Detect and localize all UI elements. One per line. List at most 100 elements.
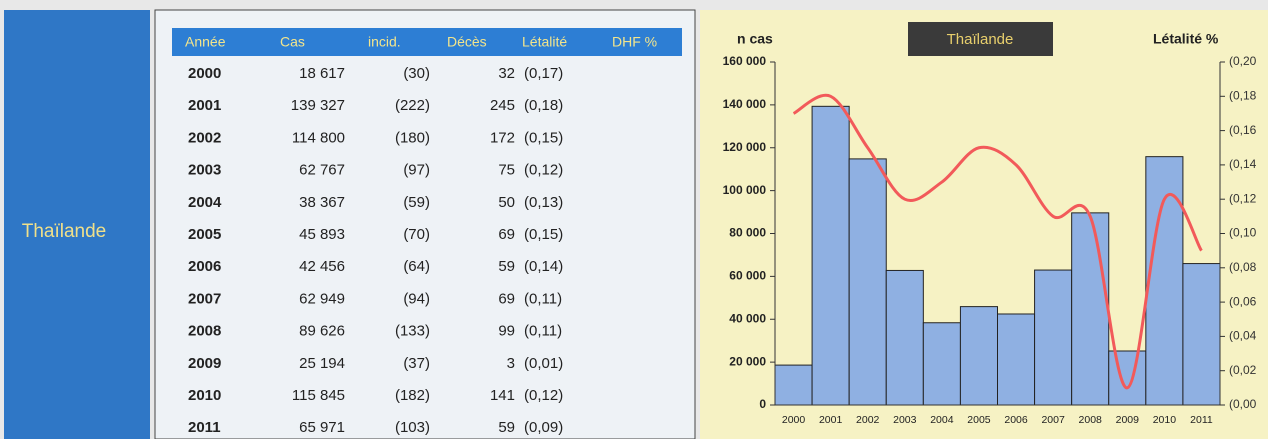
x-tick-label: 2001 <box>819 414 843 426</box>
y2-tick-label: (0,20 <box>1229 54 1257 68</box>
x-tick-label: 2000 <box>782 414 806 426</box>
x-tick-label: 2003 <box>893 414 917 426</box>
table-cell: 59 <box>498 258 515 275</box>
table-cell: 69 <box>498 226 515 243</box>
table-cell: 2009 <box>188 355 221 372</box>
table-cell: 2005 <box>188 226 221 243</box>
table-cell: 50 <box>498 194 515 211</box>
country-label: Thaïlande <box>22 221 107 242</box>
table-cell: (64) <box>403 258 430 275</box>
table-cell: 89 626 <box>299 323 345 340</box>
table-cell: 2011 <box>188 419 221 436</box>
table-cell: 141 <box>490 387 515 404</box>
table-cell: 2000 <box>188 65 221 82</box>
y-tick-label: 20 000 <box>729 354 766 368</box>
table-cell: (0,13) <box>524 194 563 211</box>
table-cell: (0,12) <box>524 162 563 179</box>
table-cell: 99 <box>498 323 515 340</box>
table-cell: 59 <box>498 419 515 436</box>
table-cell: (94) <box>403 290 430 307</box>
table-cell: (182) <box>395 387 430 404</box>
table-header-cell: DHF % <box>612 34 657 50</box>
table-cell: (0,14) <box>524 258 563 275</box>
y-tick-label: 80 000 <box>729 226 766 240</box>
table-header-cell: incid. <box>368 34 401 50</box>
table-cell: (0,01) <box>524 355 563 372</box>
table-header-cell: Létalité <box>522 34 567 50</box>
table-cell: (180) <box>395 129 430 146</box>
bar <box>1034 269 1073 406</box>
y2-tick-label: (0,04 <box>1229 329 1257 343</box>
table-cell: 65 971 <box>299 419 345 436</box>
y2-tick-label: (0,02 <box>1229 363 1257 377</box>
table-cell: 18 617 <box>299 65 345 82</box>
bar <box>811 105 850 406</box>
y-tick-label: 40 000 <box>729 311 766 325</box>
y2-tick-label: (0,16 <box>1229 123 1257 137</box>
x-tick-label: 2007 <box>1041 414 1065 426</box>
table-cell: 2008 <box>188 323 221 340</box>
lethality-line <box>792 93 1203 390</box>
table-cell: 172 <box>490 129 515 146</box>
y-tick-label: 60 000 <box>729 269 766 283</box>
y2-tick-label: (0,06 <box>1229 294 1257 308</box>
table-cell: 25 194 <box>299 355 345 372</box>
table-header-cell: Cas <box>280 34 305 50</box>
table-cell: 38 367 <box>299 194 345 211</box>
table-cell: (0,18) <box>524 97 563 114</box>
y2-tick-label: (0,12 <box>1229 191 1257 205</box>
x-tick-label: 2010 <box>1153 414 1177 426</box>
table-cell: 2007 <box>188 290 221 307</box>
table-cell: (133) <box>395 323 430 340</box>
bar <box>848 158 887 406</box>
table-cell: 3 <box>507 355 515 372</box>
chart-title: Thaïlande <box>947 31 1014 48</box>
table-cell: 42 456 <box>299 258 345 275</box>
table-cell: (103) <box>395 419 430 436</box>
bar <box>1071 212 1110 406</box>
table-cell: (0,17) <box>524 65 563 82</box>
table-header-cell: Décès <box>447 34 487 50</box>
table-cell: (0,15) <box>524 129 563 146</box>
bar <box>885 269 924 406</box>
table-cell: 2004 <box>188 194 222 211</box>
y-tick-label: 120 000 <box>723 140 767 154</box>
table-cell: (0,15) <box>524 226 563 243</box>
y2-tick-label: (0,10 <box>1229 226 1257 240</box>
table-header-bar <box>172 28 682 56</box>
table-cell: 69 <box>498 290 515 307</box>
y-tick-label: 160 000 <box>723 54 767 68</box>
bar <box>774 364 813 406</box>
y-tick-label: 100 000 <box>723 183 767 197</box>
table-cell: (37) <box>403 355 430 372</box>
table-cell: (222) <box>395 97 430 114</box>
table-cell: 75 <box>498 162 515 179</box>
x-tick-label: 2005 <box>967 414 991 426</box>
y2-axis-label: Létalité % <box>1153 31 1219 47</box>
bar <box>1145 156 1184 406</box>
table-cell: 2003 <box>188 162 221 179</box>
table-cell: (97) <box>403 162 430 179</box>
x-tick-label: 2006 <box>1004 414 1028 426</box>
table-cell: 32 <box>498 65 515 82</box>
table-header-cell: Année <box>185 34 226 50</box>
table-cell: 45 893 <box>299 226 345 243</box>
table-cell: 2002 <box>188 129 221 146</box>
x-tick-label: 2009 <box>1116 414 1140 426</box>
table-cell: (30) <box>403 65 430 82</box>
country-panel <box>4 10 150 439</box>
x-tick-label: 2004 <box>930 414 954 426</box>
table-cell: (59) <box>403 194 430 211</box>
table-cell: (0,12) <box>524 387 563 404</box>
table-cell: 2010 <box>188 387 221 404</box>
table-cell: 2006 <box>188 258 221 275</box>
y2-tick-label: (0,00 <box>1229 397 1257 411</box>
x-tick-label: 2008 <box>1079 414 1103 426</box>
table-panel <box>154 9 696 439</box>
y-tick-label: 0 <box>759 397 766 411</box>
table-cell: (70) <box>403 226 430 243</box>
bar <box>1108 350 1147 406</box>
table-cell: 139 327 <box>291 97 345 114</box>
y2-tick-label: (0,08 <box>1229 260 1257 274</box>
